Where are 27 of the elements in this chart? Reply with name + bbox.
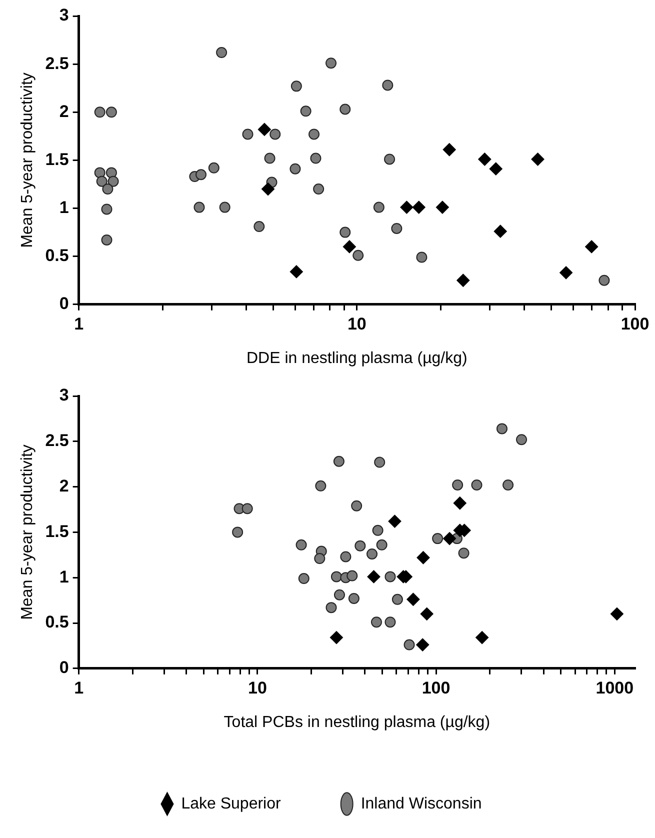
y-tick-label: 2.5 [45, 54, 69, 73]
x-tick-label: 10 [347, 314, 366, 334]
y-tick-label: 1 [59, 198, 69, 217]
y-tick-label: 2 [59, 476, 69, 496]
y-axis-title: Mean 5-year productivity [19, 444, 36, 620]
legend-label: Lake Superior [181, 795, 282, 812]
x-tick-label: 1000 [596, 678, 634, 698]
legend-label: Inland Wisconsin [360, 795, 482, 812]
x-tick-label: 100 [620, 314, 650, 334]
y-tick-label: 0.5 [45, 612, 69, 632]
y-tick-label: 1 [59, 567, 69, 586]
x-tick-label: 100 [422, 678, 450, 698]
y-tick-label: 2.5 [45, 431, 69, 450]
y-tick-label: 3 [59, 386, 69, 405]
y-tick-label: 1.5 [45, 522, 69, 541]
x-axis-title: Total PCBs in nestling plasma (µg/kg) [224, 714, 490, 731]
y-tick-label: 0 [59, 294, 69, 314]
y-tick-label: 0.5 [45, 246, 69, 266]
x-axis-title: DDE in nestling plasma (µg/kg) [246, 350, 468, 367]
x-tick-label: 1 [74, 314, 84, 334]
y-tick-label: 1.5 [45, 150, 69, 169]
y-tick-label: 2 [59, 102, 69, 121]
y-axis-title: Mean 5-year productivity [19, 72, 36, 248]
y-tick-label: 3 [59, 6, 69, 25]
x-tick-label: 10 [248, 678, 267, 698]
x-tick-label: 1 [74, 678, 84, 698]
y-tick-label: 0 [59, 658, 69, 678]
